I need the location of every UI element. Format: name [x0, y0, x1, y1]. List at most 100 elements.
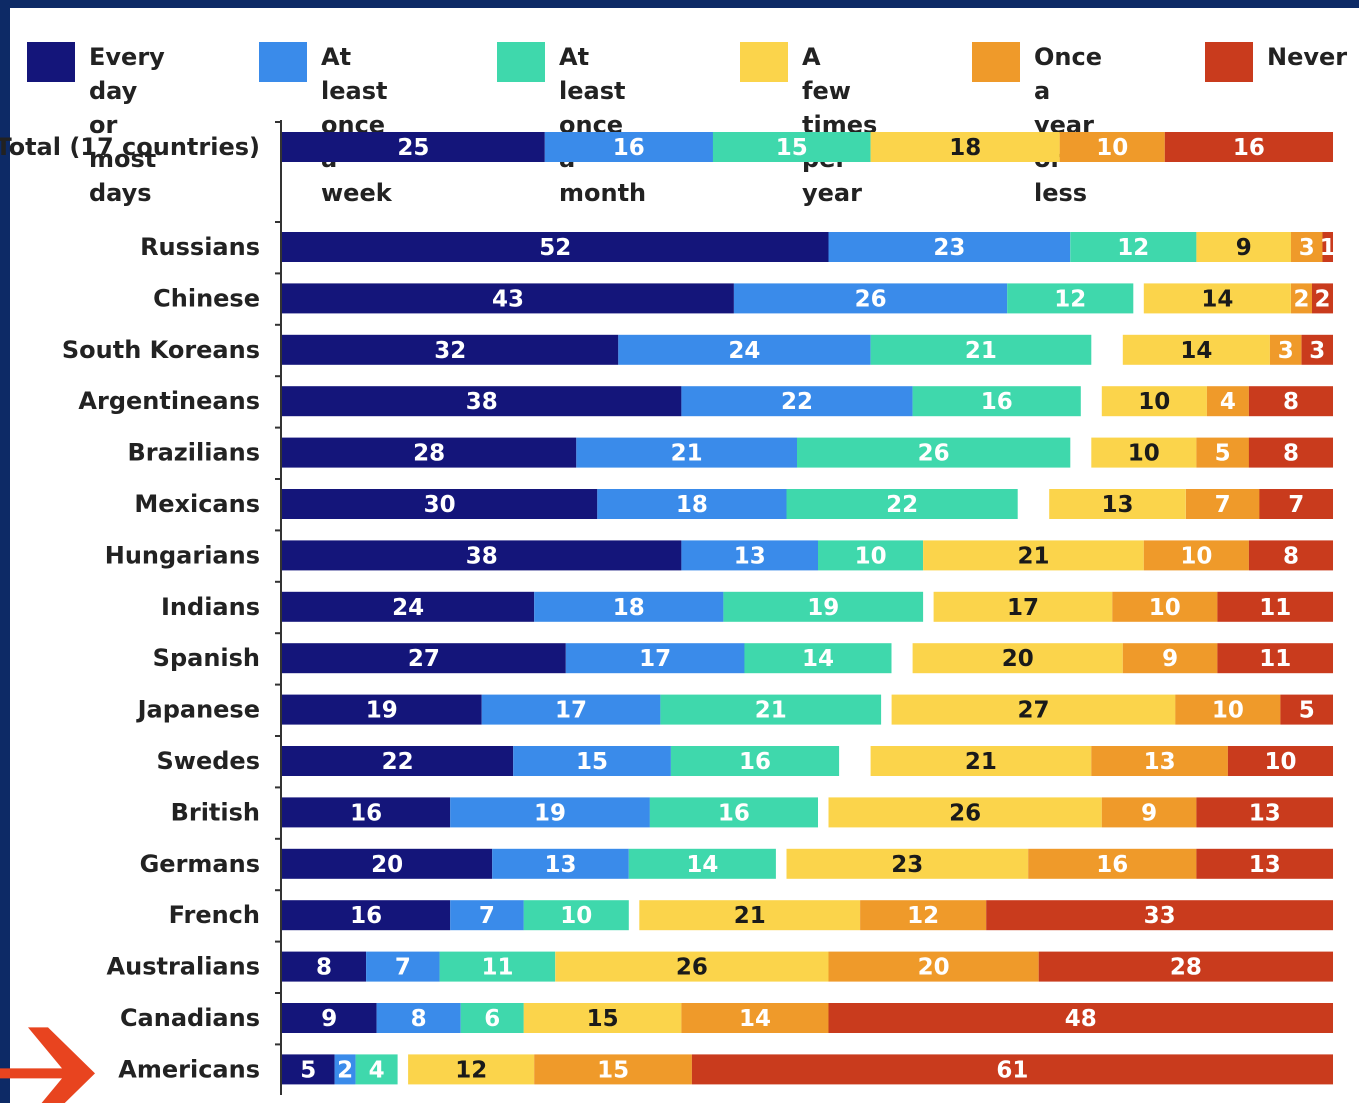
data-label: 48 [1065, 1006, 1097, 1032]
data-label: 10 [1264, 749, 1296, 775]
data-label: 21 [1017, 543, 1049, 569]
data-label: 14 [1180, 338, 1212, 364]
data-label: 30 [424, 492, 456, 518]
legend: Every day or most days At least once a we… [10, 8, 1359, 207]
bar-segment [1196, 232, 1291, 262]
bar-segment [282, 797, 451, 828]
bar-segment [1248, 540, 1333, 571]
row-label: Argentineans [78, 387, 260, 415]
bar-segment [828, 1003, 1333, 1033]
data-label: 28 [413, 441, 445, 467]
data-label: 13 [1144, 749, 1176, 775]
bar-segment [1312, 283, 1333, 314]
data-label: 9 [1162, 646, 1178, 672]
data-label: 15 [576, 749, 608, 775]
data-label: 10 [560, 903, 592, 929]
data-label: 13 [1101, 492, 1133, 518]
bar-segment [870, 334, 1092, 365]
legend-swatch [1205, 42, 1253, 82]
data-label: 17 [555, 698, 587, 724]
row-label: Brazilians [127, 439, 260, 467]
data-label: 10 [1149, 595, 1181, 621]
data-label: 17 [639, 646, 671, 672]
bar-segment [534, 591, 724, 622]
data-label: 10 [1096, 135, 1128, 161]
bar-segment [1196, 848, 1333, 879]
bar-segment [828, 232, 1071, 262]
data-label: 11 [1259, 595, 1291, 621]
data-label: 13 [1249, 852, 1281, 878]
bar-segment [565, 643, 745, 674]
data-label: 10 [1180, 543, 1212, 569]
bar-segment [1196, 797, 1333, 828]
data-label: 18 [676, 492, 708, 518]
data-label: 21 [755, 698, 787, 724]
legend-swatch [740, 42, 788, 82]
data-label: 10 [1138, 389, 1170, 415]
bar-segment [1185, 489, 1260, 519]
bar-segment [818, 540, 924, 571]
bar-segment [1269, 334, 1302, 365]
bar-segment [1143, 283, 1291, 314]
bar-segment [1038, 951, 1333, 982]
legend-label: Never [1267, 43, 1348, 71]
legend-swatch [27, 42, 75, 82]
data-label: 10 [1212, 698, 1244, 724]
bar-segment [1206, 386, 1249, 417]
bar-segment [282, 746, 514, 776]
bar-segment [1164, 132, 1333, 162]
bar-segment [282, 900, 451, 931]
row-label: Spanish [153, 644, 260, 672]
data-label: 8 [316, 955, 332, 981]
bar-segment [523, 1003, 682, 1033]
bar-segment [681, 386, 913, 417]
data-label: 61 [996, 1057, 1028, 1083]
bar-segment [282, 694, 482, 725]
bar-segment [912, 386, 1081, 417]
bar-segment [891, 694, 1176, 725]
data-label: 10 [1128, 441, 1160, 467]
row-label: Hungarians [105, 541, 260, 569]
data-label: 10 [855, 543, 887, 569]
bar-segment [733, 283, 1008, 314]
data-label: 19 [366, 698, 398, 724]
bar-segment [712, 132, 871, 162]
data-label: 2 [337, 1057, 353, 1083]
row-label: Russians [140, 233, 260, 261]
data-label: 15 [597, 1057, 629, 1083]
bar-segment [870, 132, 1060, 162]
bar-segment [408, 1054, 535, 1085]
bar-segment [481, 694, 661, 725]
data-label: 16 [739, 749, 771, 775]
bar-segment [1091, 437, 1197, 468]
bar-segment [282, 591, 535, 622]
bar-segment [576, 437, 797, 468]
bar-segment [282, 1003, 377, 1033]
bar-segment [282, 386, 682, 417]
bar-segment [555, 951, 829, 982]
row-label: Mexicans [134, 490, 260, 518]
data-label: 20 [371, 852, 403, 878]
row-label: Total (17 countries) [0, 133, 260, 161]
data-label: 15 [587, 1006, 619, 1032]
bar-segment [923, 540, 1144, 571]
data-label: 17 [1007, 595, 1039, 621]
bar-segment [797, 437, 1071, 468]
bar-segment [282, 540, 682, 571]
data-label: 7 [1215, 492, 1231, 518]
data-label: 13 [734, 543, 766, 569]
bar-segment [1259, 489, 1333, 519]
data-label: 23 [891, 852, 923, 878]
data-label: 1 [1320, 235, 1336, 261]
bar-segment [1059, 132, 1165, 162]
bar-segment [366, 951, 440, 982]
bar-segment [1101, 386, 1207, 417]
data-label: 20 [1002, 646, 1034, 672]
data-label: 16 [1233, 135, 1265, 161]
bar-segment [1291, 283, 1312, 314]
row-label: Chinese [153, 284, 260, 312]
data-label: 3 [1278, 338, 1294, 364]
row-label: Americans [118, 1055, 260, 1083]
bar-segment [1248, 437, 1333, 468]
